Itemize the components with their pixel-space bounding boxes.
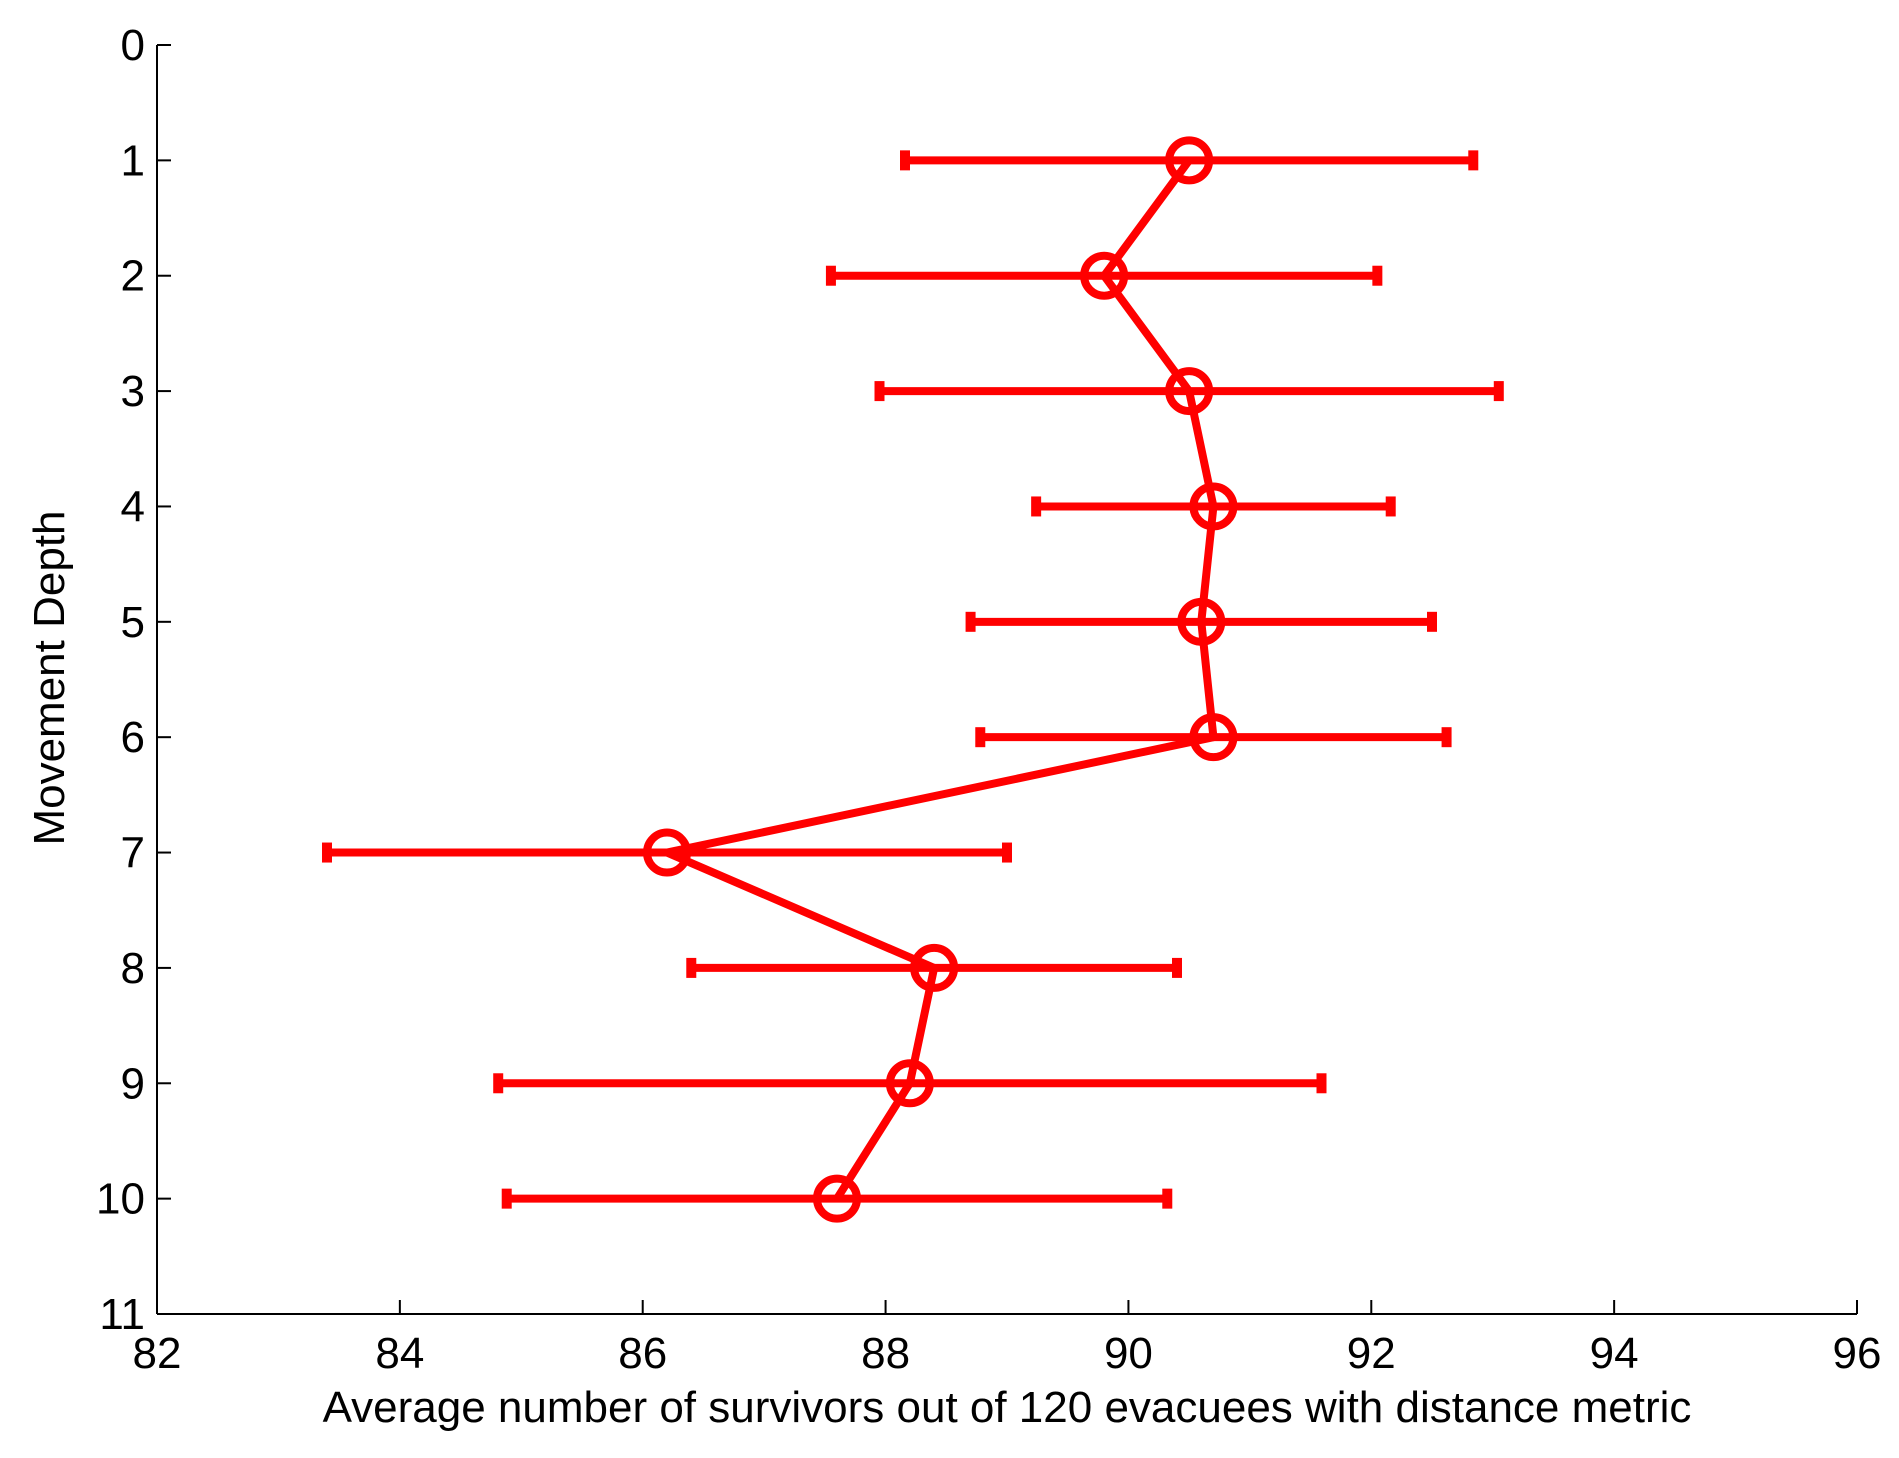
point (1080, 251, 1129, 300)
error-cap (1172, 957, 1182, 978)
x-tick-label: 82 (133, 1329, 182, 1378)
error-cap (975, 727, 986, 748)
y-tick-label: 3 (121, 367, 145, 416)
point (643, 828, 691, 877)
error-cap (825, 265, 836, 286)
error-cap (1441, 727, 1452, 748)
x-tick-label: 90 (1104, 1329, 1153, 1378)
point (1189, 713, 1238, 762)
y-tick-label: 9 (121, 1059, 145, 1108)
y-tick-label: 8 (121, 944, 145, 993)
y-tick-label: 7 (121, 829, 145, 878)
x-tick-label: 94 (1590, 1329, 1639, 1378)
x-tick-label: 96 (1833, 1329, 1882, 1378)
x-tick-label: 88 (861, 1329, 910, 1378)
point (885, 1059, 934, 1108)
error-cap (1031, 496, 1042, 517)
x-tick-label: 86 (618, 1329, 667, 1378)
error-cap (1385, 496, 1396, 517)
y-tick-label: 4 (121, 482, 145, 531)
point (1165, 136, 1214, 185)
x-axis-label: Average number of survivors out of 120 e… (323, 1383, 1692, 1432)
error-cap (493, 1073, 504, 1094)
error-cap (1372, 265, 1383, 286)
y-tick-label: 0 (121, 21, 145, 70)
error-cap (1468, 150, 1479, 171)
error-cap (501, 1188, 512, 1209)
point (1189, 482, 1238, 531)
error-cap (1316, 1073, 1327, 1094)
error-cap (1162, 1188, 1173, 1209)
error-cap (1493, 381, 1504, 402)
y-tick-label: 11 (99, 1290, 145, 1339)
point (1177, 597, 1226, 646)
y-tick-label: 6 (121, 713, 145, 762)
y-tick-label: 10 (96, 1175, 145, 1224)
x-tick-label: 92 (1347, 1329, 1396, 1378)
error-cap (874, 381, 885, 402)
error-cap (965, 611, 976, 632)
error-cap (686, 957, 697, 978)
error-cap (322, 842, 332, 863)
error-cap (1427, 611, 1437, 632)
y-axis-label: Movement Depth (25, 510, 74, 845)
point (1165, 367, 1214, 416)
line (663, 157, 1218, 1201)
y-tick-label: 2 (121, 252, 145, 301)
y-tick-label: 5 (121, 598, 145, 647)
point (813, 1174, 861, 1223)
y-tick-label: 1 (121, 136, 145, 185)
error-cap (900, 150, 910, 171)
point (910, 943, 959, 992)
error-cap (1002, 842, 1012, 863)
x-tick-label: 84 (375, 1329, 424, 1378)
